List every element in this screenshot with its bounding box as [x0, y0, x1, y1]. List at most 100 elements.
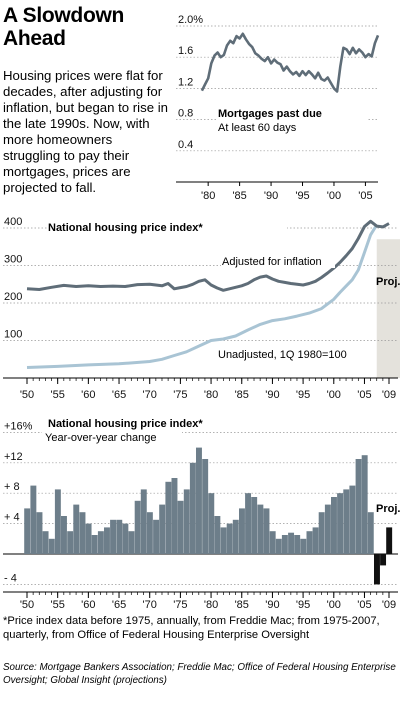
yoy-bar [208, 493, 215, 554]
yoy-bar [269, 531, 276, 554]
chart2-xtick-label: '55 [51, 389, 65, 401]
yoy-bar [104, 527, 110, 554]
chart3-xtick-label: '80 [204, 599, 218, 610]
chart2-xtick-label: '95 [296, 389, 310, 401]
yoy-bar [97, 531, 104, 554]
chart2-xtick-label: '60 [81, 389, 95, 401]
yoy-bar [361, 455, 368, 554]
chart2-xtick-label: '50 [20, 389, 34, 401]
yoy-bar [42, 531, 49, 554]
yoy-bar [110, 519, 117, 554]
adjusted-index-line [26, 219, 390, 292]
yoy-bar [153, 519, 160, 554]
yoy-bar [294, 535, 301, 554]
yoy-bar [134, 500, 141, 554]
projection-shade [376, 239, 400, 378]
yoy-bar [306, 531, 313, 554]
chart2-ytick-label: 100 [4, 329, 22, 341]
series-label-adjusted: Adjusted for inflation [222, 256, 322, 268]
chart1-xtick-label: '80 [201, 190, 215, 202]
chart3-xtick-label: '75 [173, 599, 187, 610]
yoy-bar [159, 504, 166, 554]
yoy-bar [226, 523, 233, 554]
yoy-bar [275, 538, 282, 554]
yoy-bar [202, 459, 209, 554]
yoy-bar [177, 500, 184, 554]
yoy-bar [61, 516, 67, 554]
chart3-subtitle-bg [42, 431, 182, 444]
yoy-bar [374, 554, 380, 585]
chart3-xtick-label: '70 [143, 599, 157, 610]
yoy-bar [324, 504, 331, 554]
yoy-bar [183, 489, 190, 554]
yoy-bar [54, 489, 61, 554]
chart2-ytick-label: 300 [4, 254, 22, 266]
charts-canvas: 0.4 0.8 1.2 1.6 2.0% '80 '85 '90 '95 '00 '05 Mort… [3, 14, 400, 610]
yoy-bar [171, 478, 178, 554]
chart3-title: National housing price index* [48, 418, 203, 430]
chart3-xtick-label: '85 [235, 599, 249, 610]
yoy-bar [337, 493, 344, 554]
yoy-bar [91, 535, 98, 554]
yoy-bar [24, 508, 31, 554]
chart3-ytick-label: + 4 [4, 512, 20, 524]
chart1-ytick-label: 1.2 [178, 76, 193, 88]
yoy-bar [36, 512, 43, 554]
chart1-ytick-label: 0.8 [178, 108, 193, 120]
yoy-bar [67, 531, 74, 554]
unadjusted-index-line [26, 224, 378, 369]
yoy-bar [343, 489, 350, 554]
chart2-xtick-label: '85 [235, 389, 249, 401]
yoy-bar [239, 508, 245, 554]
yoy-bar [232, 519, 239, 554]
chart2-ytick-label: 400 [4, 216, 22, 228]
footnote: *Price index data before 1975, annually,… [3, 615, 380, 641]
yoy-bar [73, 504, 80, 554]
yoy-bar [220, 527, 227, 554]
chart2-xtick-label: '09 [382, 389, 396, 401]
yoy-bar [214, 516, 221, 554]
yoy-bar [312, 527, 319, 554]
yoy-bar [30, 485, 37, 554]
yoy-bar [48, 538, 55, 554]
chart2-xtick-label: '00 [327, 389, 341, 401]
yoy-bar [189, 462, 196, 554]
chart1-xtick-label: '05 [358, 190, 372, 202]
yoy-bar [251, 497, 258, 554]
yoy-bar [367, 512, 374, 554]
chart3-xtick-label: '65 [112, 599, 126, 610]
mortgages-past-due-line [200, 32, 380, 93]
chart3-projection-label: Proj. [376, 503, 400, 515]
yoy-bar [300, 538, 307, 554]
yoy-bar [281, 535, 288, 554]
chart3-title-bg [47, 416, 287, 430]
year-over-year-chart: - 4 + 4 + 8 +12 +16% '50 '55 '60 '65 '70 '75 '80 '8… [3, 416, 400, 610]
yoy-bar [85, 523, 92, 554]
yoy-bar [128, 531, 135, 554]
chart2-xtick-label: '90 [265, 389, 279, 401]
yoy-bar [140, 489, 147, 554]
chart3-xtick-label: '95 [296, 599, 310, 610]
yoy-bar [318, 512, 325, 554]
mortgages-past-due-chart: 0.4 0.8 1.2 1.6 2.0% '80 '85 '90 '95 '00 '05 Mort… [176, 14, 380, 202]
yoy-bar [122, 523, 129, 554]
chart1-ytick-label: 2.0% [178, 14, 203, 26]
source-note: Source: Mortgage Bankers Association; Fr… [3, 662, 396, 686]
chart3-ytick-label: +16% [4, 420, 33, 432]
chart3-xtick-label: '05 [357, 599, 371, 610]
yoy-bar [165, 481, 172, 554]
chart1-ytick-label: 1.6 [178, 45, 193, 57]
yoy-bar [245, 493, 252, 554]
chart3-xtick-label: '50 [20, 599, 34, 610]
chart3-subtitle: Year-over-year change [45, 432, 157, 444]
chart3-xtick-label: '00 [327, 599, 341, 610]
chart2-xtick-label: '70 [143, 389, 157, 401]
yoy-bar [386, 527, 393, 554]
unadjusted-label-bg [216, 347, 366, 361]
chart1-label-bg [216, 105, 368, 137]
chart3-xtick-label: '60 [81, 599, 95, 610]
yoy-bar [257, 504, 264, 554]
housing-price-index-chart: 100 200 300 400 '50 '55 '60 '65 '70 '75 '80 '85 '90… [3, 216, 400, 401]
intro-text: Housing prices were flat for decades, af… [3, 68, 168, 195]
headline: A Slowdown Ahead [3, 4, 125, 50]
